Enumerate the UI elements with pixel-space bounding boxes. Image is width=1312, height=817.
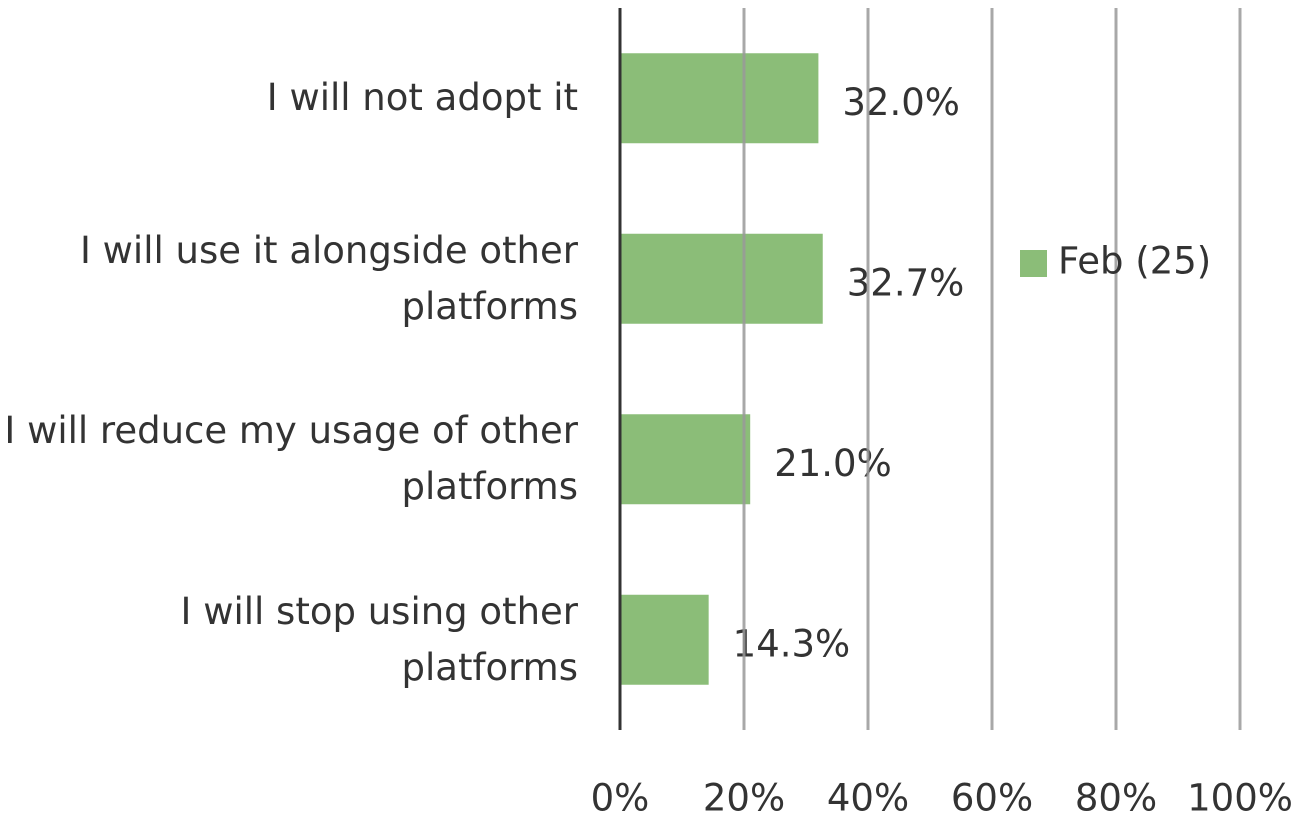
legend-label: Feb (25)	[1058, 240, 1211, 283]
y-tick-label: I will reduce my usage of other platform…	[4, 409, 578, 509]
x-tick-label: 60%	[951, 777, 1033, 817]
legend-swatch	[1020, 250, 1047, 277]
value-label: 21.0%	[774, 442, 892, 485]
x-tick-label: 80%	[1075, 777, 1157, 817]
x-tick-label: 100%	[1187, 777, 1293, 817]
bar	[620, 414, 751, 505]
value-label: 32.0%	[842, 81, 960, 124]
x-tick-label: 0%	[591, 777, 650, 817]
bar	[620, 594, 709, 685]
value-label: 32.7%	[847, 261, 965, 304]
bar	[620, 233, 823, 324]
x-tick-label: 20%	[703, 777, 785, 817]
bar	[620, 53, 819, 144]
value-label: 14.3%	[733, 622, 851, 665]
x-tick-label: 40%	[827, 777, 909, 817]
y-tick-label: I will not adopt it	[266, 76, 578, 120]
y-tick-label: I will use it alongside other platforms	[79, 228, 578, 328]
y-tick-label: I will stop using other platforms	[180, 589, 578, 689]
